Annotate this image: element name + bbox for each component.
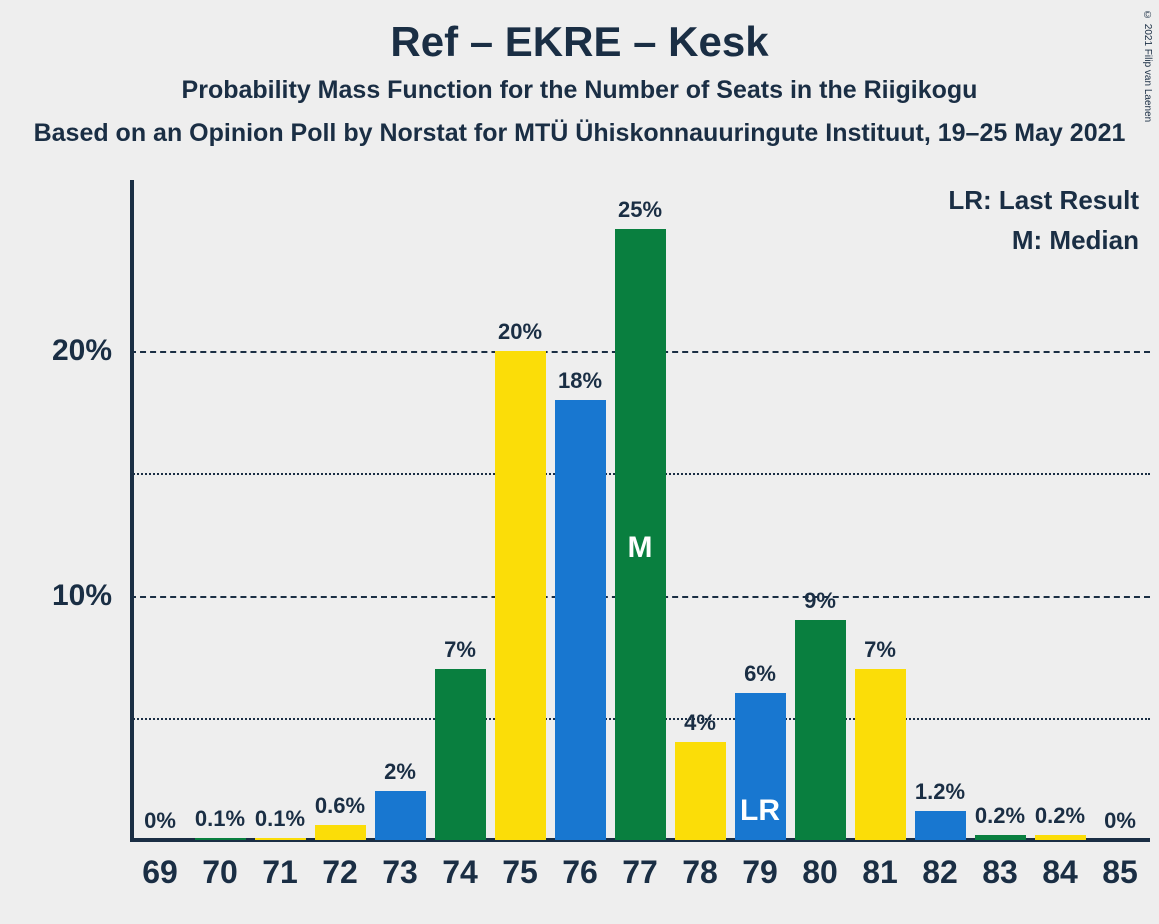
x-tick-label: 79 [742,854,778,891]
bar-inner-label: LR [740,794,780,828]
x-tick-label: 77 [622,854,658,891]
y-tick-label: 20% [52,334,130,368]
bar-value-label: 0.1% [195,806,245,832]
x-tick-label: 76 [562,854,598,891]
bar [555,400,606,840]
bar: LR [735,693,786,840]
copyright-text: © 2021 Filip van Laenen [1142,10,1153,122]
bar-value-label: 1.2% [915,779,965,805]
y-tick-label: 10% [52,579,130,613]
bar-value-label: 0.2% [975,803,1025,829]
chart-subtitle: Probability Mass Function for the Number… [0,76,1159,105]
bar-value-label: 9% [804,588,836,614]
x-tick-label: 70 [202,854,238,891]
bar [795,620,846,840]
bar [855,669,906,840]
bar [1035,835,1086,840]
bar-value-label: 0.6% [315,793,365,819]
bar-value-label: 0% [144,808,176,834]
x-tick-label: 84 [1042,854,1078,891]
bar-value-label: 7% [864,637,896,663]
y-axis [130,180,134,842]
x-tick-label: 78 [682,854,718,891]
bar [315,825,366,840]
bar [375,791,426,840]
bar [435,669,486,840]
x-tick-label: 75 [502,854,538,891]
bar [675,742,726,840]
bar-value-label: 20% [498,319,542,345]
bar [495,351,546,840]
bar-value-label: 6% [744,661,776,687]
chart-container: © 2021 Filip van Laenen Ref – EKRE – Kes… [0,0,1159,924]
bar [195,838,246,840]
bar [975,835,1026,840]
x-tick-label: 72 [322,854,358,891]
x-tick-label: 73 [382,854,418,891]
x-tick-label: 81 [862,854,898,891]
chart-title: Ref – EKRE – Kesk [0,0,1159,66]
plot-area: 10%20%0%690.1%700.1%710.6%722%737%7420%7… [130,180,1150,840]
bar [915,811,966,840]
x-tick-label: 85 [1102,854,1138,891]
bar-value-label: 7% [444,637,476,663]
bar-value-label: 18% [558,368,602,394]
chart-source: Based on an Opinion Poll by Norstat for … [0,119,1159,148]
bar-value-label: 25% [618,197,662,223]
x-tick-label: 80 [802,854,838,891]
x-tick-label: 74 [442,854,478,891]
x-tick-label: 69 [142,854,178,891]
bar-value-label: 0.1% [255,806,305,832]
bar-value-label: 2% [384,759,416,785]
bar-value-label: 0.2% [1035,803,1085,829]
x-tick-label: 71 [262,854,298,891]
x-tick-label: 83 [982,854,1018,891]
bar [255,838,306,840]
x-tick-label: 82 [922,854,958,891]
bar-value-label: 4% [684,710,716,736]
bar-value-label: 0% [1104,808,1136,834]
bar: M [615,229,666,840]
bar-inner-label: M [628,531,653,565]
